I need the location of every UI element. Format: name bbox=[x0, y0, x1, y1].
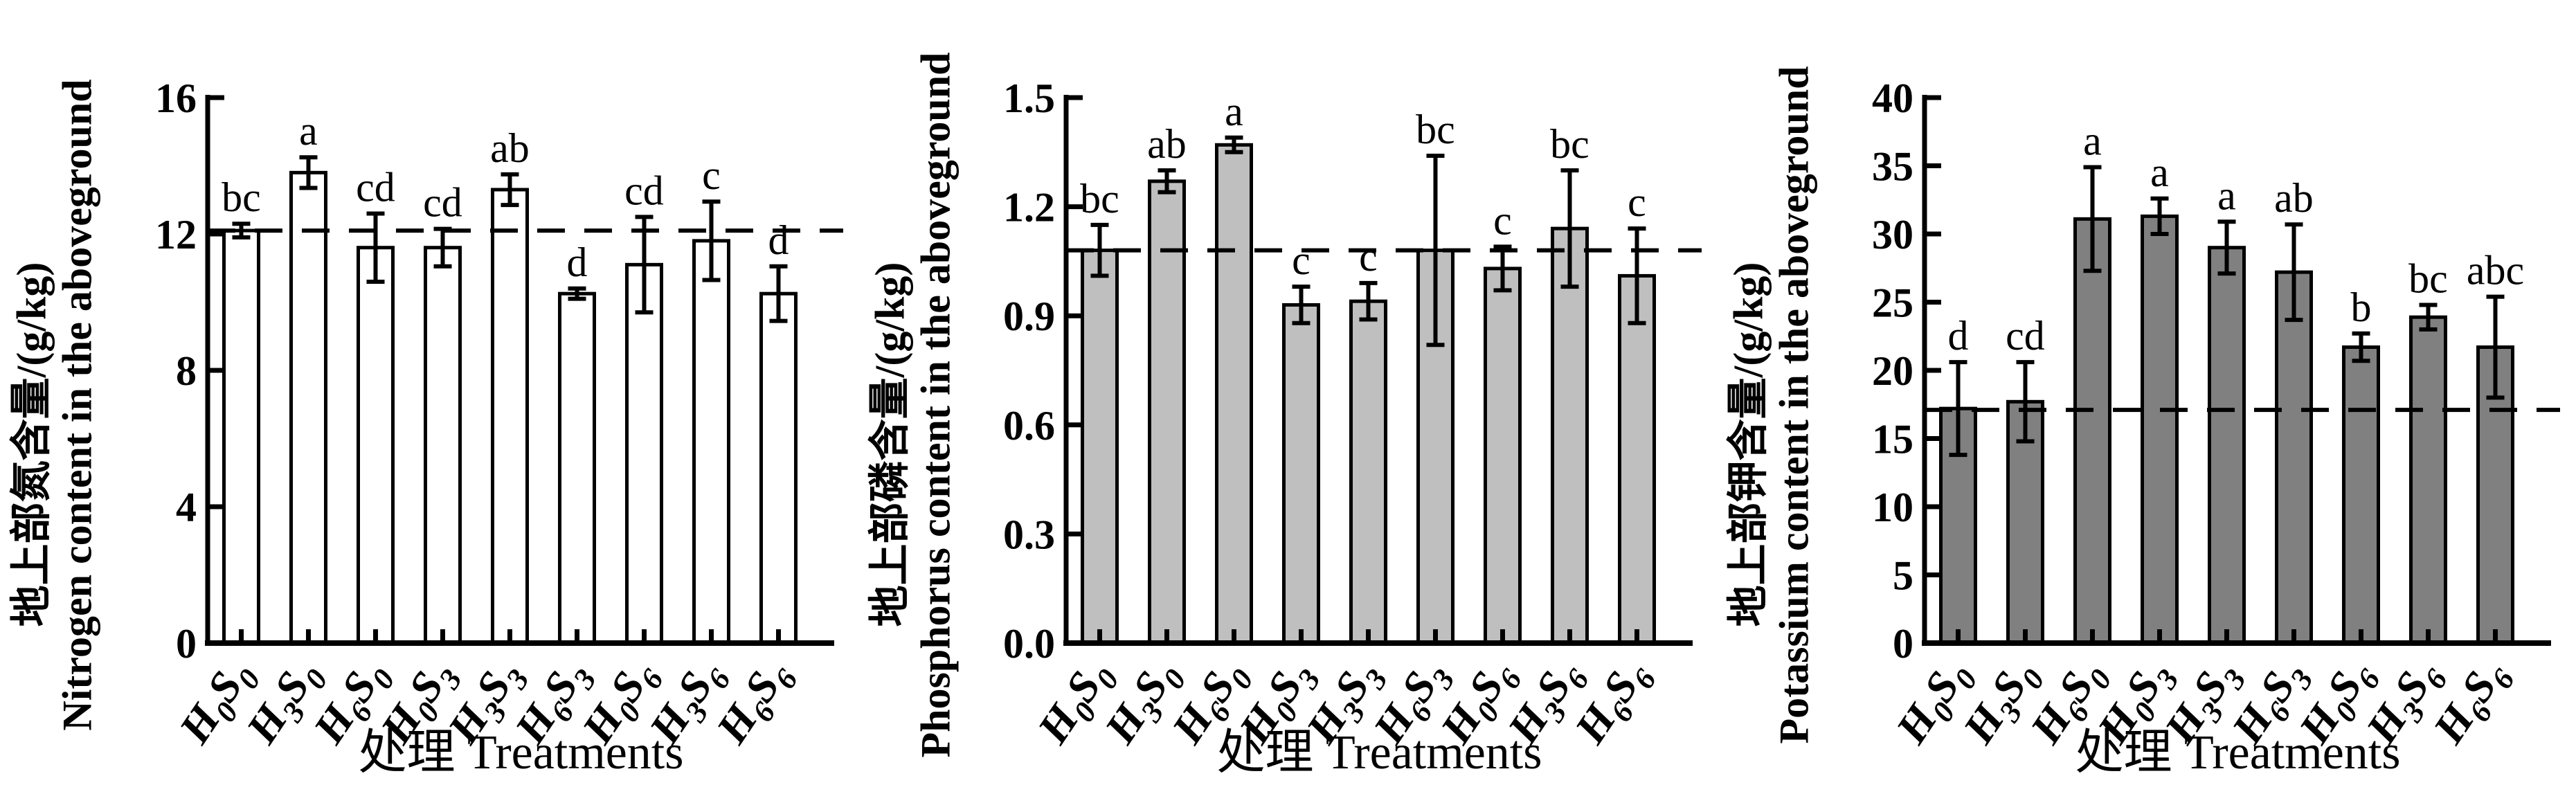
significance-letter: bc bbox=[1550, 121, 1589, 167]
significance-letter: cd bbox=[624, 168, 664, 213]
bar bbox=[1282, 303, 1320, 645]
significance-letter: b bbox=[2351, 285, 2372, 330]
y-tick-label: 0.0 bbox=[1003, 621, 1055, 667]
significance-letter: a bbox=[1225, 89, 1243, 134]
significance-letter: abc bbox=[2467, 248, 2524, 294]
phosphorus-x-axis-title: 处理 Treatments bbox=[1216, 726, 1542, 779]
y-tick-label: 0.3 bbox=[1003, 512, 1055, 557]
bar bbox=[1551, 226, 1589, 645]
nitrogen-x-axis-title: 处理 Treatments bbox=[358, 726, 684, 779]
potassium-x-axis-title: 处理 Treatments bbox=[2075, 726, 2401, 779]
y-tick-label: 10 bbox=[1872, 485, 1913, 530]
phosphorus-chart: 地上部磷含量/(g/kg) Phosphorus content in the … bbox=[858, 0, 1717, 794]
significance-letter: cd bbox=[356, 164, 395, 210]
bar bbox=[2275, 270, 2313, 645]
bar bbox=[2208, 246, 2246, 645]
bar bbox=[1618, 273, 1656, 645]
significance-letter: c bbox=[1493, 197, 1512, 243]
y-tick-label: 16 bbox=[155, 75, 197, 121]
bar bbox=[558, 291, 596, 645]
y-tick-label: 4 bbox=[176, 485, 197, 530]
potassium-chart: 地上部钾含量/(g/kg) Potassium content in the a… bbox=[1717, 0, 2575, 794]
significance-letter: d bbox=[1948, 313, 1969, 359]
significance-letter: bc bbox=[222, 174, 261, 220]
significance-letter: a bbox=[299, 108, 318, 154]
bar bbox=[625, 262, 663, 645]
significance-letter: bc bbox=[1080, 176, 1119, 222]
bar bbox=[692, 239, 730, 645]
y-tick-label: 35 bbox=[1872, 144, 1913, 190]
y-tick-label: 0 bbox=[1893, 621, 1913, 667]
significance-letter: c bbox=[702, 152, 721, 198]
y-tick-label: 40 bbox=[1872, 75, 1913, 121]
y-tick-label: 5 bbox=[1893, 553, 1913, 599]
bar bbox=[1215, 143, 1253, 645]
bar bbox=[1148, 179, 1186, 645]
y-tick-label: 0.6 bbox=[1003, 403, 1055, 449]
significance-letter: c bbox=[1359, 234, 1378, 280]
significance-letter: c bbox=[1628, 179, 1646, 225]
bar bbox=[424, 246, 462, 645]
bar bbox=[2342, 345, 2380, 645]
bar bbox=[222, 228, 260, 645]
y-tick-label: 1.5 bbox=[1003, 75, 1055, 121]
significance-letter: a bbox=[2150, 150, 2169, 195]
bar bbox=[357, 246, 395, 645]
bar bbox=[289, 170, 327, 645]
y-tick-label: 20 bbox=[1872, 348, 1913, 394]
y-tick-label: 30 bbox=[1872, 212, 1913, 258]
significance-letter: ab bbox=[1147, 121, 1187, 167]
significance-letter: cd bbox=[2006, 313, 2045, 359]
significance-letter: cd bbox=[423, 180, 462, 226]
y-tick-label: 15 bbox=[1872, 417, 1913, 462]
y-tick-label: 0 bbox=[176, 621, 197, 667]
significance-letter: a bbox=[2217, 172, 2236, 218]
y-tick-label: 25 bbox=[1872, 280, 1913, 326]
bar bbox=[2073, 217, 2111, 645]
bar bbox=[1081, 249, 1119, 645]
bar bbox=[2141, 214, 2179, 645]
y-tick-label: 0.9 bbox=[1003, 294, 1055, 339]
significance-letter: d bbox=[768, 217, 789, 263]
y-tick-label: 1.2 bbox=[1003, 185, 1055, 231]
significance-letter: c bbox=[1292, 237, 1310, 283]
significance-letter: ab bbox=[2274, 175, 2314, 221]
significance-letter: bc bbox=[2408, 255, 2448, 301]
significance-letter: a bbox=[2083, 118, 2102, 163]
bar bbox=[491, 188, 529, 645]
bar bbox=[2409, 315, 2447, 645]
bar bbox=[759, 291, 798, 645]
nitrogen-chart: 地上部氮含量/(g/kg) Nitrogen content in the ab… bbox=[0, 0, 858, 794]
bar bbox=[1349, 299, 1387, 645]
significance-letter: d bbox=[567, 240, 588, 285]
y-tick-label: 8 bbox=[176, 348, 197, 394]
significance-letter: ab bbox=[490, 125, 530, 171]
bar bbox=[1484, 267, 1522, 645]
y-tick-label: 12 bbox=[155, 212, 197, 258]
significance-letter: bc bbox=[1416, 107, 1455, 152]
